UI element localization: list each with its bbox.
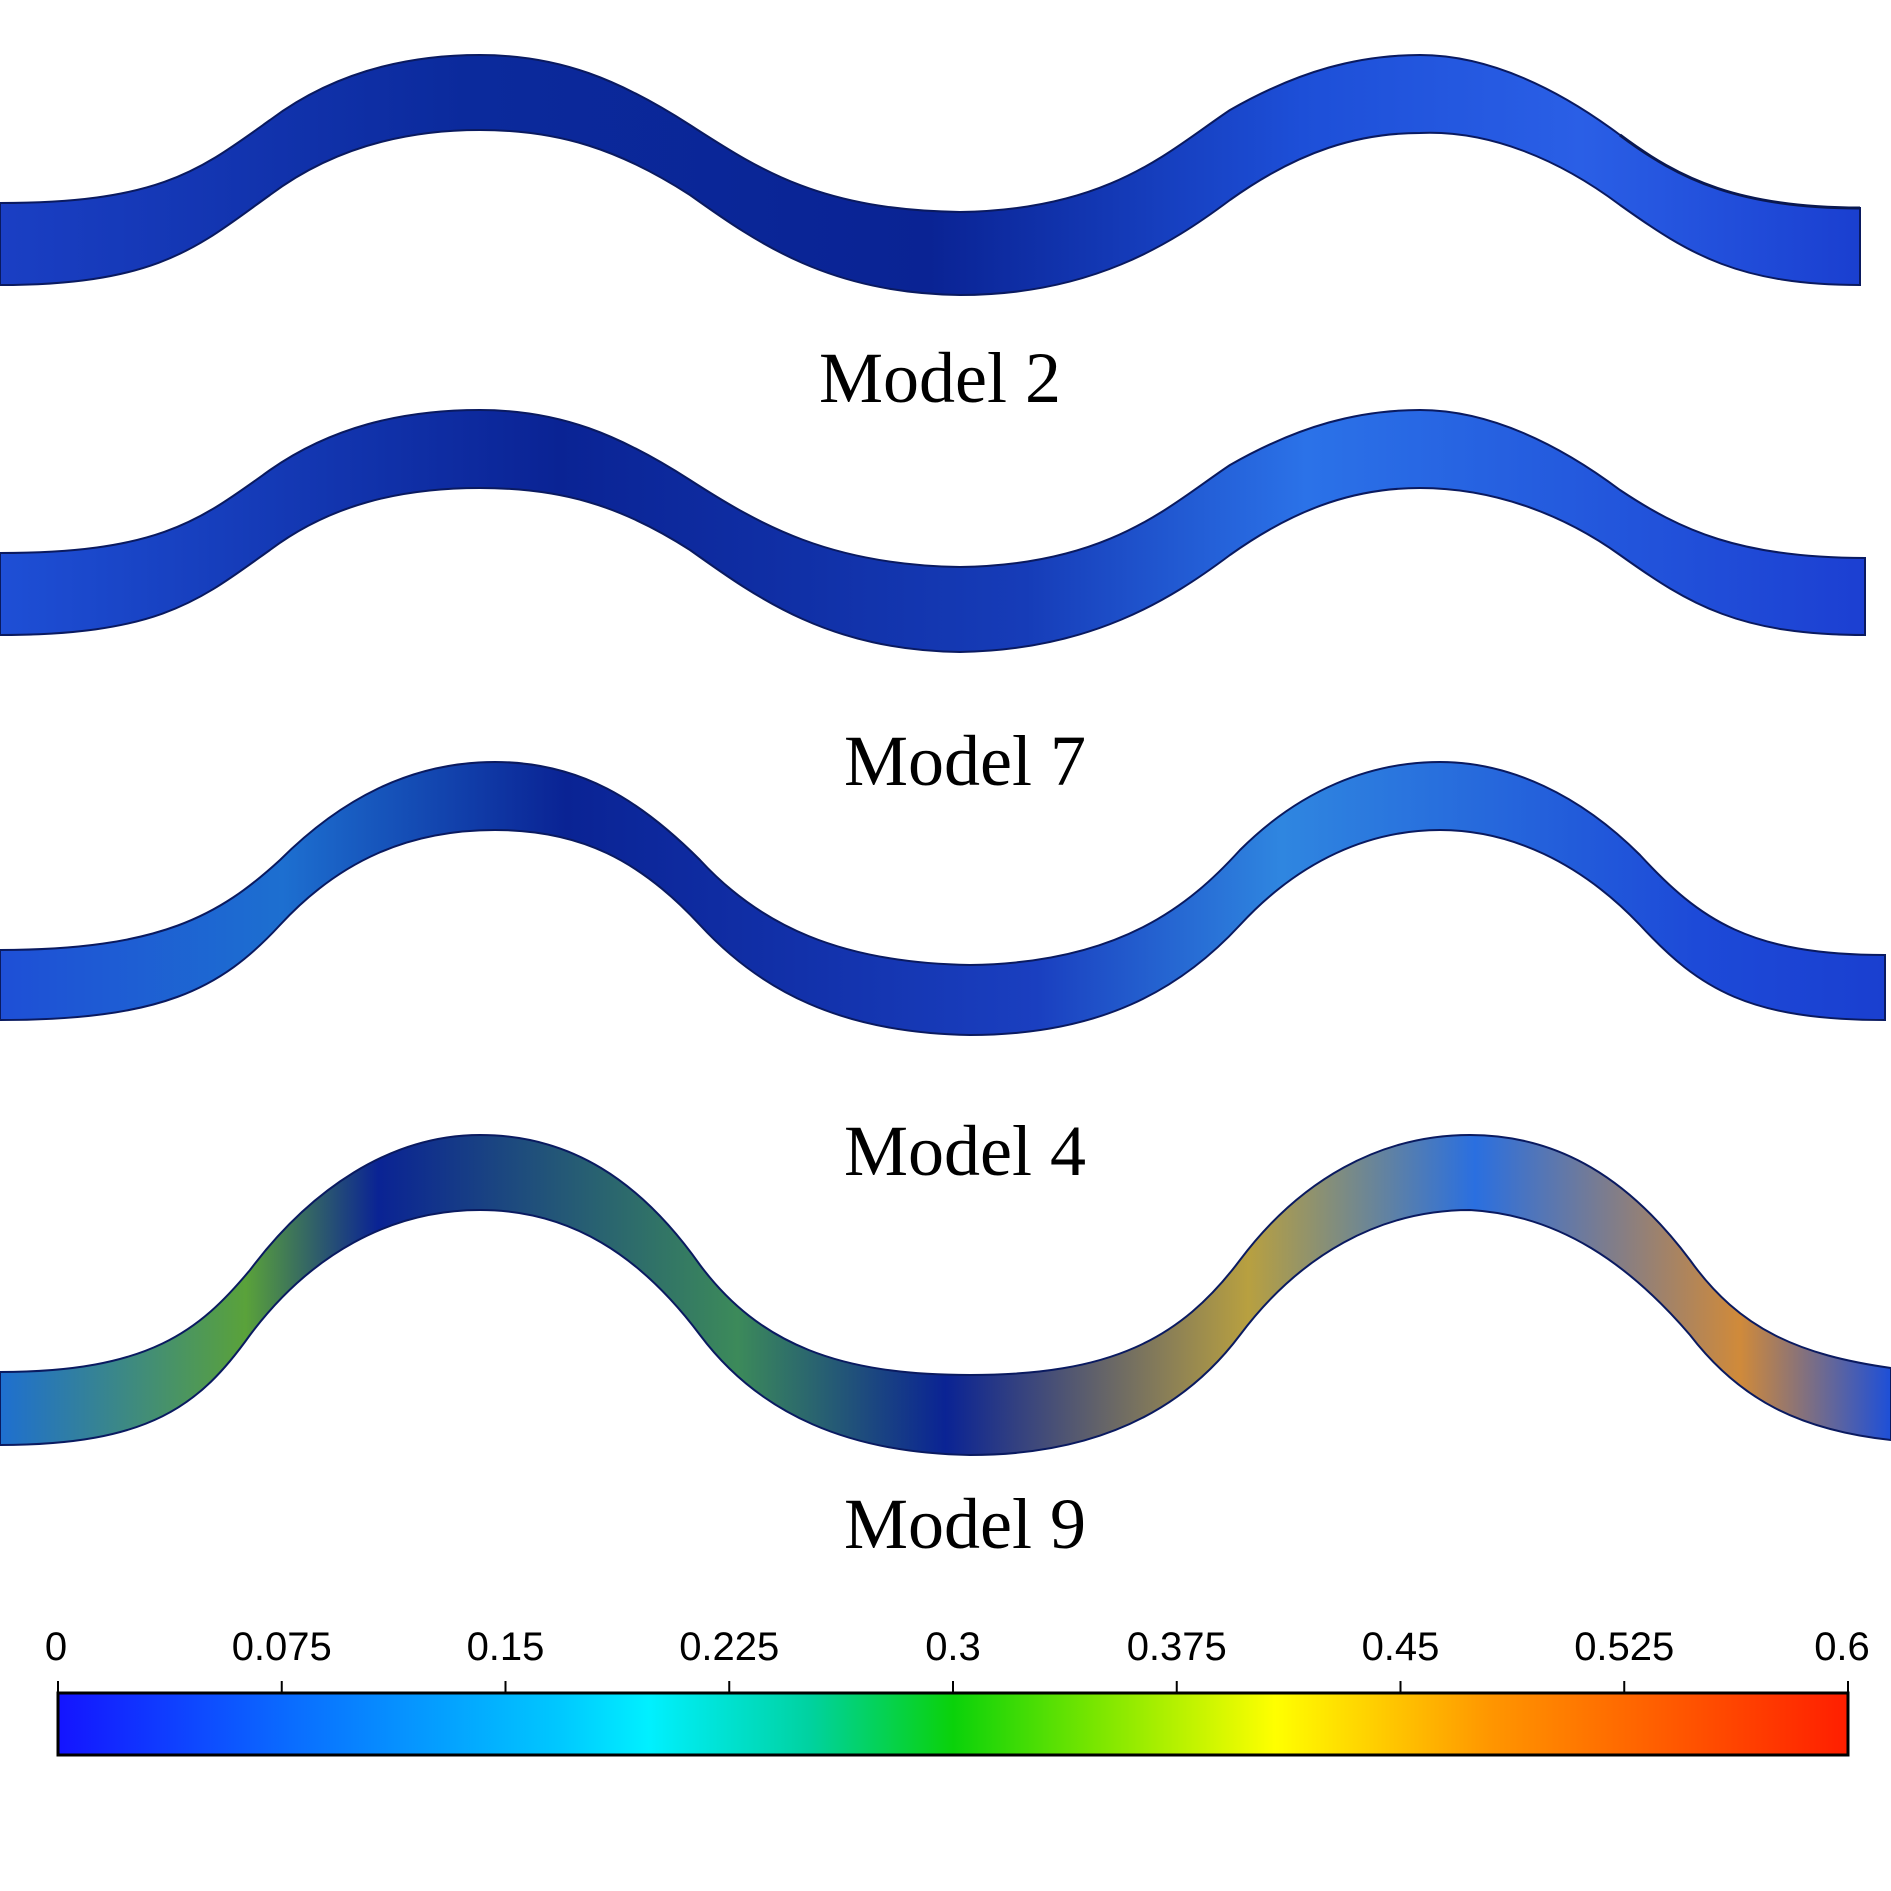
model-label-2: Model 2 <box>819 338 1061 418</box>
colorbar-tick-label: 0.225 <box>679 1625 779 1669</box>
colorbar-tick-label: 0.375 <box>1127 1625 1227 1669</box>
colorbar-tick-label: 0.6 <box>1814 1625 1870 1669</box>
colorbar-tick-label: 0.3 <box>925 1625 981 1669</box>
colorbar: 0 0.075 0.15 0.225 0.3 0.375 0.45 0.525 0.6 <box>45 1625 1870 1757</box>
colorbar-gradient <box>56 1691 1850 1757</box>
channel-top-edge <box>1619 133 1861 210</box>
channel-panel-3 <box>0 760 1886 1037</box>
channel-panel-2 <box>0 408 1866 654</box>
channel-panel-4 <box>0 1133 1891 1457</box>
colorbar-tick-label: 0.15 <box>467 1625 545 1669</box>
channel-band <box>0 1133 1891 1457</box>
colorbar-tick-label: 0.45 <box>1362 1625 1440 1669</box>
colorbar-tick-label: 0.525 <box>1574 1625 1674 1669</box>
colorbar-ticks: 0 0.075 0.15 0.225 0.3 0.375 0.45 0.525 0.6 <box>45 1625 1870 1693</box>
channel-band <box>0 760 1886 1037</box>
model-label-4: Model 4 <box>844 1111 1086 1191</box>
channel-band <box>0 53 1861 297</box>
channel-panel-1 <box>0 53 1861 297</box>
channel-band <box>0 408 1866 654</box>
model-label-9: Model 9 <box>844 1484 1086 1564</box>
colorbar-tick-label: 0 <box>45 1625 67 1669</box>
colorbar-tick-label: 0.075 <box>232 1625 332 1669</box>
model-label-7: Model 7 <box>844 721 1086 801</box>
